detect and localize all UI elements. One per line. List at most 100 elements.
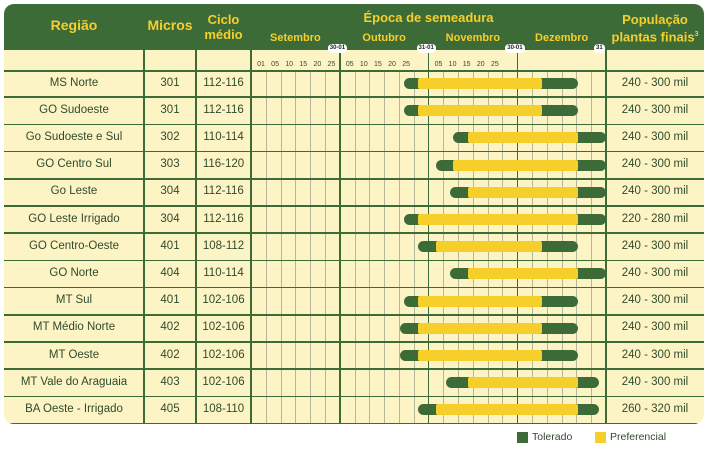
day-tick-12: 10 bbox=[448, 61, 457, 68]
preferencial-bar bbox=[453, 159, 578, 171]
preferencial-bar bbox=[435, 404, 578, 416]
day-tick-0: 01 bbox=[257, 61, 265, 68]
ciclo-cell: 102-106 bbox=[202, 294, 245, 307]
populacao-cell: 240 - 300 mil bbox=[621, 348, 689, 361]
legend-preferencial-swatch bbox=[595, 432, 606, 443]
day-tick-3: 15 bbox=[299, 61, 308, 68]
day-tick-14: 20 bbox=[476, 61, 485, 68]
grid-line bbox=[591, 70, 592, 424]
row-divider bbox=[4, 286, 704, 289]
legend-preferencial-label: Preferencial bbox=[610, 431, 667, 443]
header-ciclo-line2: médio bbox=[204, 27, 243, 42]
row-divider bbox=[4, 150, 704, 153]
row-divider bbox=[4, 123, 704, 126]
populacao-cell: 240 - 300 mil bbox=[621, 294, 689, 307]
micros-cell: 402 bbox=[160, 321, 180, 334]
ciclo-cell: 102-106 bbox=[202, 321, 245, 334]
table-row: GO Centro Sul 303 116-120 240 - 300 mil bbox=[4, 152, 704, 179]
region-cell: MT Sul bbox=[55, 294, 93, 307]
column-divider-0 bbox=[143, 50, 145, 424]
day-tick-5: 25 bbox=[327, 61, 336, 68]
table-row: GO Norte 404 110-114 240 - 300 mil bbox=[4, 260, 704, 287]
micros-cell: 304 bbox=[160, 185, 180, 198]
day-tick-6: 05 bbox=[345, 61, 354, 68]
region-cell: MS Norte bbox=[49, 76, 99, 89]
region-cell: MT Vale do Araguaia bbox=[20, 375, 128, 388]
populacao-cell: 240 - 300 mil bbox=[621, 130, 689, 143]
populacao-cell: 260 - 320 mil bbox=[621, 402, 689, 415]
ciclo-cell: 110-114 bbox=[203, 130, 244, 143]
region-cell: GO Leste Irrigado bbox=[28, 212, 120, 225]
column-divider-3 bbox=[605, 50, 607, 424]
preferencial-bar bbox=[467, 186, 578, 198]
grid-line bbox=[369, 70, 370, 424]
legend-tolerado-swatch bbox=[517, 432, 528, 443]
grid-line bbox=[265, 70, 267, 424]
month-divider-1 bbox=[339, 48, 341, 424]
month-boundary-label-0: 30-01 bbox=[327, 44, 348, 53]
populacao-cell: 240 - 300 mil bbox=[621, 239, 689, 252]
table-row: MT Sul 401 102-106 240 - 300 mil bbox=[4, 288, 704, 315]
month-boundary-label-1: 31-01 bbox=[416, 44, 436, 53]
preferencial-bar bbox=[467, 377, 578, 389]
month-label-0: Setembro bbox=[270, 32, 321, 44]
region-cell: BA Oeste - Irrigado bbox=[25, 402, 123, 415]
ciclo-cell: 102-106 bbox=[202, 348, 245, 361]
micros-cell: 405 bbox=[160, 402, 180, 415]
preferencial-bar bbox=[417, 322, 543, 334]
table-row: BA Oeste - Irrigado 405 108-110 260 - 320 m… bbox=[4, 396, 704, 423]
ciclo-cell: 116-120 bbox=[202, 158, 245, 171]
region-cell: GO Centro-Oeste bbox=[28, 239, 120, 252]
populacao-cell: 240 - 300 mil bbox=[621, 266, 689, 279]
populacao-cell: 240 - 300 mil bbox=[621, 76, 689, 89]
table-row: GO Leste Irrigado 304 112-116 220 - 280 mil bbox=[4, 206, 704, 233]
day-tick-7: 10 bbox=[359, 61, 368, 68]
header-populacao: População plantas finais3 bbox=[606, 12, 704, 44]
ciclo-cell: 108-110 bbox=[202, 402, 245, 415]
header-pop-line2: plantas finais3 bbox=[611, 29, 699, 45]
row-divider bbox=[4, 259, 704, 262]
grid-line bbox=[413, 70, 415, 424]
preferencial-bar bbox=[417, 78, 543, 90]
table-row: MT Oeste 402 102-106 240 - 300 mil bbox=[4, 342, 704, 369]
month-label-2: Novembro bbox=[445, 32, 501, 44]
table-row: GO Centro-Oeste 401 108-112 240 - 300 mil bbox=[4, 233, 704, 260]
row-divider bbox=[4, 178, 704, 180]
micros-cell: 301 bbox=[160, 103, 180, 116]
day-tick-9: 20 bbox=[388, 61, 396, 68]
row-divider bbox=[4, 368, 704, 370]
day-tick-1: 05 bbox=[271, 61, 279, 68]
region-cell: Go Sudoeste e Sul bbox=[25, 130, 123, 143]
column-divider-1 bbox=[195, 50, 197, 424]
populacao-cell: 240 - 300 mil bbox=[621, 103, 689, 116]
preferencial-bar bbox=[417, 295, 543, 307]
day-tick-13: 15 bbox=[462, 61, 471, 68]
day-tick-2: 10 bbox=[285, 61, 294, 68]
month-label-3: Dezembro bbox=[535, 32, 589, 44]
preferencial-bar bbox=[467, 132, 578, 144]
table-row: Go Leste 304 112-116 240 - 300 mil bbox=[4, 179, 704, 206]
ciclo-cell: 112-116 bbox=[203, 185, 244, 198]
day-tick-11: 05 bbox=[434, 61, 443, 68]
grid-line bbox=[295, 70, 296, 424]
table-row: MT Vale do Araguaia 403 102-106 240 - 300 m… bbox=[4, 369, 704, 396]
day-tick-10: 25 bbox=[402, 61, 410, 68]
populacao-cell: 240 - 300 mil bbox=[621, 321, 689, 334]
table-row: GO Sudoeste 301 112-116 240 - 300 mil bbox=[4, 97, 704, 124]
month-boundary-label-2: 30-01 bbox=[505, 44, 525, 53]
populacao-cell: 240 - 300 mil bbox=[621, 375, 689, 388]
micros-cell: 403 bbox=[160, 375, 180, 388]
populacao-cell: 240 - 300 mil bbox=[621, 185, 689, 198]
table-row: MT Médio Norte 402 102-106 240 - 300 mil bbox=[4, 315, 704, 342]
row-divider bbox=[4, 96, 704, 98]
row-divider bbox=[4, 232, 704, 234]
month-divider-3 bbox=[516, 48, 518, 424]
micros-cell: 404 bbox=[160, 266, 180, 279]
day-tick-8: 15 bbox=[374, 61, 382, 68]
table-row: Go Sudoeste e Sul 302 110-114 240 - 300 mil bbox=[4, 124, 704, 151]
row-divider bbox=[4, 205, 704, 207]
grid-line bbox=[398, 70, 400, 424]
day-tick-4: 20 bbox=[313, 61, 322, 68]
ciclo-cell: 110-114 bbox=[203, 266, 244, 279]
micros-cell: 301 bbox=[160, 76, 180, 89]
